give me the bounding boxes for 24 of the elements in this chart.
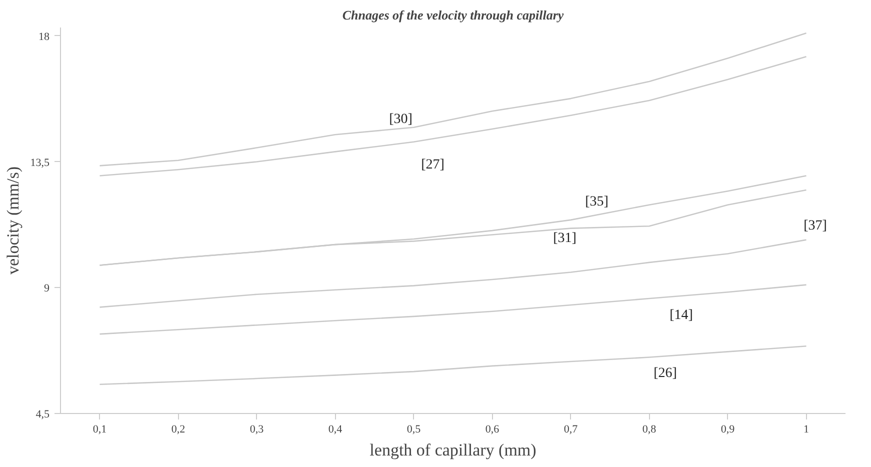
series-label: [14]: [670, 308, 693, 324]
x-tick-label: 0,8: [642, 424, 657, 436]
y-axis-title: velocity (mm/s): [3, 166, 22, 275]
x-tick-label: 1: [804, 424, 809, 436]
series-label: [26]: [654, 366, 677, 381]
x-tick-label: 0,4: [328, 424, 343, 436]
x-tick-label: 0,6: [485, 424, 500, 436]
series-label: [30]: [389, 112, 412, 127]
x-tick-label: 0,1: [92, 424, 107, 436]
x-tick-label: 0,7: [564, 424, 578, 436]
x-tick-label: 0,5: [406, 424, 422, 436]
y-tick-label: 13,5: [30, 156, 50, 169]
x-tick-label: 0,2: [171, 424, 186, 436]
x-tick-label: 0,3: [250, 424, 264, 436]
series-label: [27]: [421, 157, 444, 172]
x-tick-label: 0,9: [720, 424, 736, 436]
series-label: [35]: [585, 194, 608, 210]
y-tick-label: 9: [44, 282, 50, 295]
y-tick-label: 4,5: [36, 408, 50, 420]
chart-title: Chnages of the velocity through capillary: [342, 8, 564, 22]
series-label: [37]: [804, 218, 827, 234]
y-tick-label: 18: [38, 30, 50, 43]
series-label: [31]: [553, 230, 576, 246]
x-axis-title: length of capillary (mm): [370, 440, 536, 460]
